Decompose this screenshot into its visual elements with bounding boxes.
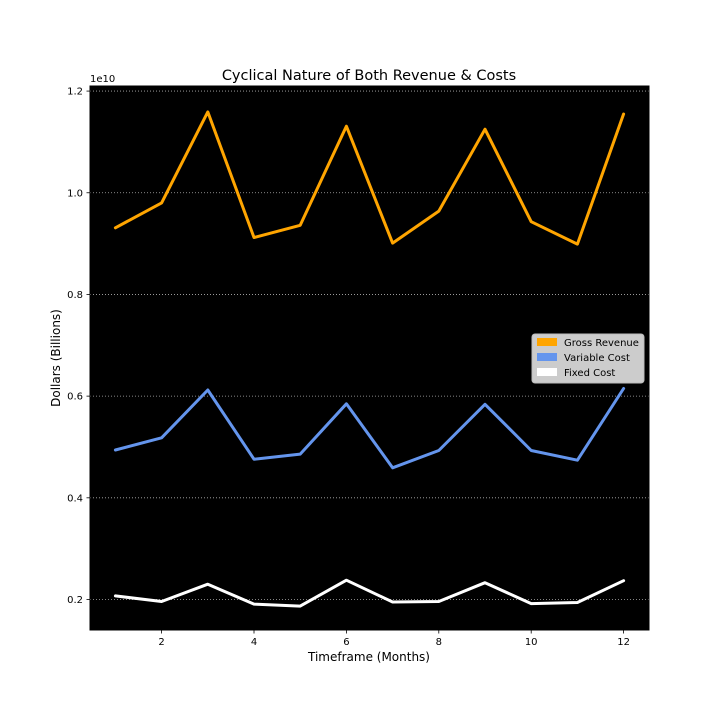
series-line-variable-cost [113, 387, 626, 470]
legend-box [531, 333, 645, 384]
series-line-fixed-cost [113, 578, 626, 608]
x-ticks: 2 4 6 8 10 12 [158, 630, 630, 648]
x-tick-label: 6 [343, 637, 349, 648]
x-tick-label: 12 [617, 637, 630, 648]
x-tick-label: 2 [158, 637, 164, 648]
x-tick-label: 8 [436, 637, 442, 648]
y-tick-label: 0.2 [67, 595, 83, 606]
x-axis-label: Timeframe (Months) [307, 650, 430, 664]
x-tick-label: 10 [525, 637, 538, 648]
legend-label: Fixed Cost [564, 368, 615, 379]
y-tick-label: 0.6 [67, 392, 83, 403]
y-ticks: 0.2 0.4 0.6 0.8 1.0 1.2 [67, 87, 90, 606]
plot-frame [89, 85, 650, 631]
y-tick-label: 1.2 [67, 87, 83, 98]
y-tick-label: 0.4 [67, 493, 83, 504]
grid-lines [90, 90, 649, 600]
series-line-gross-revenue [113, 110, 626, 246]
x-tick-label: 4 [251, 637, 257, 648]
y-tick-label: 0.8 [67, 290, 83, 301]
series-lines [113, 110, 626, 608]
legend-label: Variable Cost [564, 353, 630, 364]
y-tick-label: 1.0 [67, 188, 83, 199]
y-axis-label: Dollars (Billions) [49, 309, 63, 407]
legend: Gross Revenue Variable Cost Fixed Cost [531, 333, 645, 384]
legend-swatch [537, 353, 557, 361]
chart-title: Cyclical Nature of Both Revenue & Costs [222, 68, 516, 84]
legend-swatch [537, 338, 557, 346]
y-offset-text: 1e10 [90, 74, 115, 85]
legend-label: Gross Revenue [564, 338, 639, 349]
legend-swatch [537, 368, 557, 376]
